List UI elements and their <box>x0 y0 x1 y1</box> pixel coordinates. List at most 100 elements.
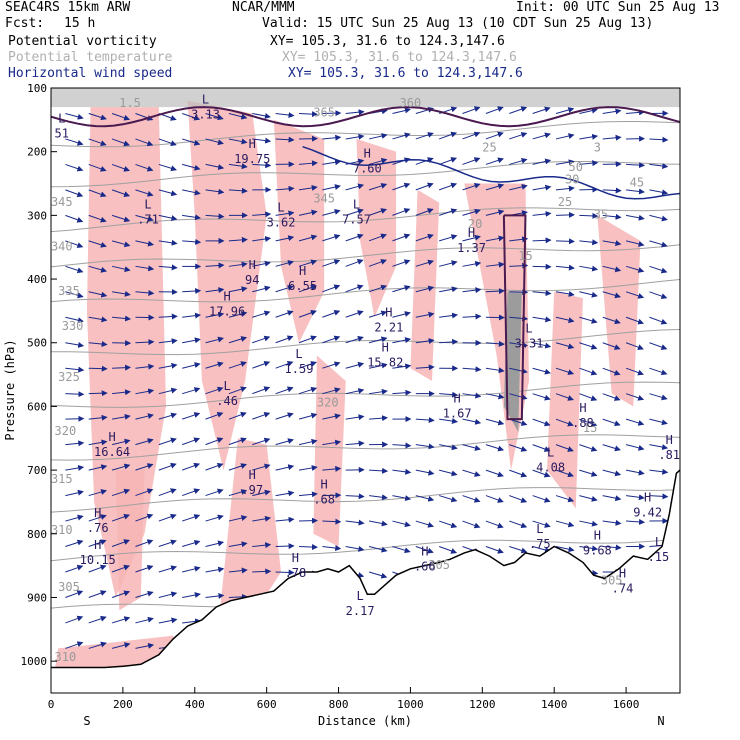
wind-arrow <box>439 182 458 191</box>
wind-arrow <box>252 260 271 267</box>
wind-arrow <box>345 208 364 216</box>
y-axis-label: Pressure (hPa) <box>3 339 17 440</box>
wind-arrow <box>625 214 645 221</box>
wind-arrow <box>252 211 272 218</box>
wind-arrow <box>65 440 85 447</box>
fcst-value: 15 h <box>64 16 96 31</box>
x-tick-label: 1600 <box>613 698 640 711</box>
wind-arrow <box>205 188 225 195</box>
y-tick-label: 500 <box>27 337 47 350</box>
wind-arrow <box>439 520 458 529</box>
wind-arrow <box>626 518 646 525</box>
field-pv-xy: XY= 105.3, 31.6 to 124.3,147.6 <box>270 34 505 49</box>
theta-contour <box>51 329 680 356</box>
wind-arrow <box>298 209 318 216</box>
wind-arrow <box>158 412 178 420</box>
field-theta-name: Potential temperature <box>8 50 173 65</box>
extremum-value: .68 <box>313 493 335 507</box>
wind-arrow <box>602 519 622 526</box>
x-tick-label: 600 <box>257 698 277 711</box>
wind-arrow <box>298 160 318 167</box>
wind-arrow <box>462 418 482 425</box>
wind-arrow <box>205 361 224 369</box>
contour-label: 30 <box>565 173 579 187</box>
wind-arrow <box>602 544 622 551</box>
extremum-letter: L <box>224 379 231 393</box>
wind-arrow <box>112 413 131 420</box>
wind-arrow <box>182 412 201 420</box>
wind-arrow <box>369 388 388 395</box>
wind-arrow <box>228 236 248 243</box>
wind-arrow <box>649 342 668 350</box>
wind-arrow <box>555 546 575 553</box>
wind-arrow <box>275 464 295 471</box>
wind-arrow <box>485 469 504 478</box>
wind-arrow <box>135 513 154 522</box>
wind-arrow <box>135 189 154 197</box>
wind-arrow <box>368 336 388 344</box>
extremum-letter: L <box>353 197 360 211</box>
wind-arrow <box>322 335 341 344</box>
wind-arrow <box>252 412 271 420</box>
extremum-value: 7.60 <box>353 161 382 175</box>
wind-arrow <box>415 208 434 216</box>
wind-speed-contour <box>302 145 680 200</box>
theta-contour <box>51 538 680 562</box>
wind-arrow <box>392 182 411 191</box>
extremum-value: 1.59 <box>285 362 314 376</box>
theta-contour <box>51 279 680 303</box>
wind-arrow <box>88 414 108 421</box>
wind-arrow <box>415 469 435 476</box>
wind-arrow <box>111 590 131 598</box>
wind-arrow <box>555 444 574 452</box>
wind-arrow <box>252 360 271 369</box>
wind-arrow <box>625 265 645 273</box>
wind-arrow <box>205 112 224 121</box>
wind-arrow <box>555 367 575 376</box>
wind-arrow <box>65 163 84 172</box>
wind-arrow <box>182 462 201 471</box>
stratospheric-pv-band <box>51 88 680 108</box>
wind-arrow <box>228 489 248 497</box>
wind-arrow <box>368 310 388 318</box>
pv-shade-region <box>273 119 325 343</box>
wind-arrow <box>111 265 131 273</box>
wind-arrow <box>415 259 435 267</box>
wind-arrow <box>602 367 621 376</box>
contour-label: 305 <box>601 574 623 588</box>
extremum-value: 9.68 <box>583 544 612 558</box>
wind-arrow <box>158 591 178 598</box>
wind-arrow <box>65 391 85 398</box>
wind-arrow <box>112 290 131 297</box>
wind-arrow <box>462 260 482 267</box>
wind-arrow <box>88 390 108 397</box>
extremum-letter: H <box>94 506 101 520</box>
wind-arrow <box>88 365 108 372</box>
wind-arrow <box>228 163 248 170</box>
wind-arrow <box>275 412 294 420</box>
wind-arrow <box>626 188 645 195</box>
pv-shade-region <box>86 107 167 598</box>
wind-arrow <box>135 564 154 573</box>
extremum-value: 19.75 <box>234 152 270 166</box>
wind-arrow <box>135 438 154 446</box>
wind-arrow <box>88 214 107 223</box>
wind-arrow <box>649 444 669 451</box>
wind-arrow <box>602 316 621 325</box>
wind-arrow <box>298 310 317 318</box>
extremum-letter: H <box>579 401 586 415</box>
wind-arrow <box>392 311 411 318</box>
model-name: SEAC4RS 15km ARW <box>5 0 131 15</box>
wind-arrow <box>602 418 621 427</box>
wind-arrow <box>205 411 224 420</box>
wind-arrow <box>485 520 504 529</box>
wind-arrow <box>88 112 107 121</box>
contour-label: 15 <box>583 421 597 435</box>
pv-tongue <box>503 291 522 432</box>
wind-arrow <box>228 336 248 344</box>
wind-arrow <box>88 514 107 522</box>
wind-arrow <box>485 261 505 268</box>
wind-arrow <box>88 291 108 298</box>
wind-arrow <box>298 412 318 420</box>
wind-arrow <box>228 311 248 318</box>
